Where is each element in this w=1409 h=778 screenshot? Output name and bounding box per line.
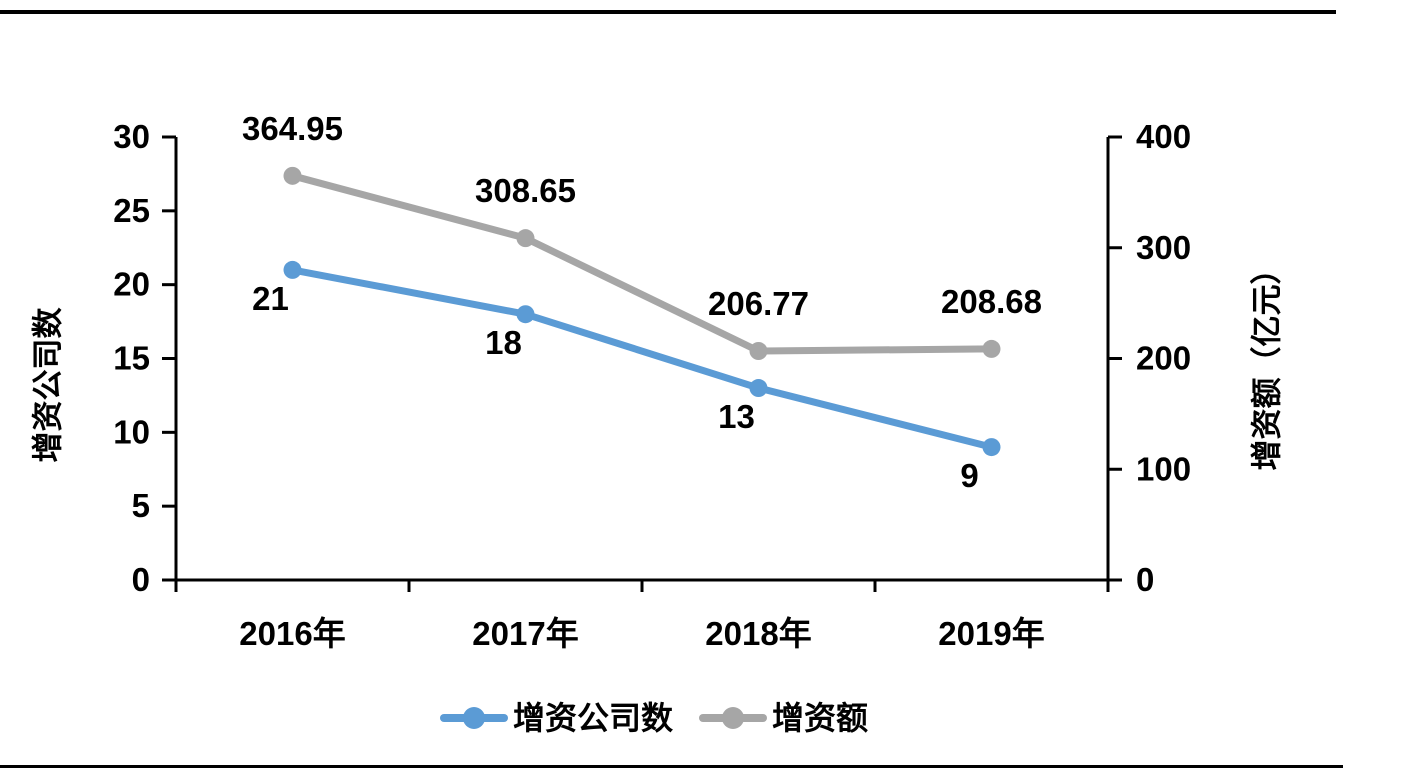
left-axis-tick-label: 25 [113, 192, 150, 229]
left-axis-tick-label: 15 [113, 340, 150, 377]
left-axis-tick-label: 10 [113, 413, 150, 450]
x-axis-category-label: 2019年 [938, 615, 1044, 652]
data-point-marker [749, 342, 768, 361]
legend-label-companies: 增资公司数 [513, 700, 674, 736]
legend-label-amount: 增资额 [772, 700, 869, 736]
right-axis-title: 增资额（亿元） [1249, 253, 1285, 471]
data-point-marker [982, 339, 1001, 358]
top-border-line [0, 10, 1336, 14]
right-axis-tick-label: 300 [1136, 229, 1191, 266]
legend-item-companies[interactable]: 增资公司数 [440, 699, 673, 737]
data-label: 208.68 [941, 283, 1042, 320]
axes [162, 135, 1122, 592]
series-增资额: 364.95 308.65 206.77 208.68 [242, 110, 1042, 361]
series-增资公司数: 21 18 13 9 [252, 260, 1001, 494]
data-label: 18 [485, 324, 522, 361]
right-axis-tick-label: 400 [1136, 118, 1191, 155]
left-axis-tick-label: 0 [132, 561, 150, 598]
data-label: 206.77 [708, 285, 809, 322]
right-axis-tick-label: 200 [1136, 340, 1191, 377]
right-axis-tick-label: 0 [1136, 561, 1154, 598]
left-axis-tick-label: 30 [113, 118, 150, 155]
data-point-marker [516, 229, 535, 248]
line-dot-marker-icon [440, 699, 508, 737]
x-axis-category-label: 2016年 [239, 615, 345, 652]
data-label: 21 [252, 280, 289, 317]
line-dot-marker-icon [699, 699, 768, 737]
left-axis-tick-label: 20 [113, 266, 150, 303]
left-axis-title: 增资公司数 [30, 307, 66, 463]
series-line [289, 266, 995, 451]
data-label: 364.95 [242, 110, 343, 147]
x-axis-category-label: 2018年 [705, 615, 811, 652]
legend: 增资公司数 增资额 [440, 698, 868, 738]
x-axis-category-label: 2017年 [472, 615, 578, 652]
data-point-marker [749, 379, 768, 398]
data-label: 9 [960, 457, 978, 494]
data-point-marker [982, 438, 1001, 457]
bottom-border-line [0, 765, 1343, 768]
right-axis-tick-label: 100 [1136, 450, 1191, 487]
data-label: 308.65 [475, 172, 576, 209]
left-axis-tick-label: 5 [132, 487, 150, 524]
data-point-marker [516, 305, 535, 324]
legend-item-amount[interactable]: 增资额 [699, 699, 868, 737]
data-point-marker [283, 260, 302, 279]
data-label: 13 [718, 398, 755, 435]
series-line [289, 172, 995, 355]
data-point-marker [283, 166, 302, 185]
